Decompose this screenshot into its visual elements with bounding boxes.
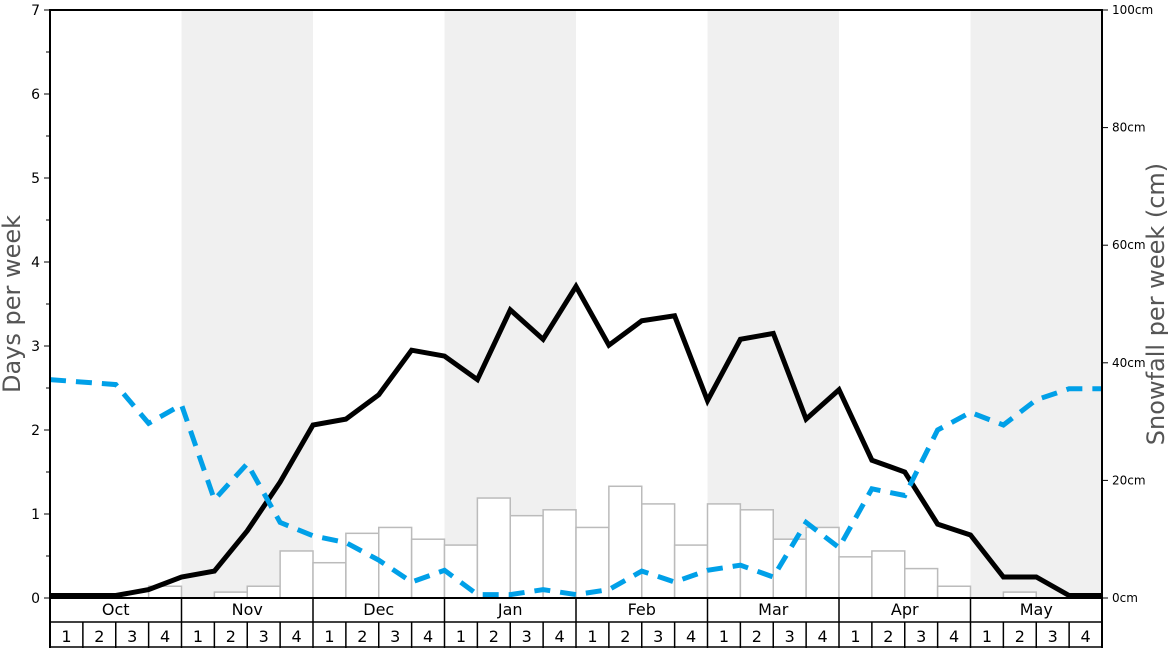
week-label: 4 (423, 627, 433, 646)
week-label: 1 (193, 627, 203, 646)
snowfall-bar (608, 485, 643, 599)
week-label: 3 (127, 627, 137, 646)
y2-tick-label: 0cm (1112, 591, 1138, 605)
y-tick-label: 0 (31, 591, 40, 607)
snowfall-bar (739, 509, 774, 599)
y-tick-label: 2 (31, 423, 40, 439)
y2-tick-label: 40cm (1112, 356, 1146, 370)
month-label: Jan (497, 600, 523, 619)
month-shade-mar (707, 10, 839, 598)
week-label: 1 (324, 627, 334, 646)
week-label: 2 (357, 627, 367, 646)
week-label: 2 (883, 627, 893, 646)
snowfall-bar (673, 544, 709, 599)
week-label: 1 (982, 627, 992, 646)
snowfall-bar (575, 526, 610, 599)
week-label: 4 (160, 627, 170, 646)
week-label: 1 (719, 627, 729, 646)
week-label: 4 (686, 627, 696, 646)
snowfall-bar (706, 503, 742, 599)
snowfall-bar (279, 550, 314, 599)
snowfall-bar (805, 526, 840, 599)
week-label: 4 (291, 627, 301, 646)
snowfall-bar (246, 585, 281, 599)
snowfall-bar (641, 503, 676, 599)
week-label: 4 (554, 627, 564, 646)
snowfall-bar (904, 567, 939, 599)
month-label: May (1020, 600, 1053, 619)
y-tick-label: 7 (31, 3, 40, 19)
snowfall-bar (312, 561, 347, 599)
snowfall-bar (871, 550, 906, 599)
week-label: 2 (226, 627, 236, 646)
snowfall-bar (936, 585, 972, 599)
week-label: 2 (1015, 627, 1025, 646)
snowfall-bar (542, 509, 577, 599)
solid-series-line (50, 281, 1102, 598)
month-label: Feb (628, 600, 656, 619)
week-label: 4 (817, 627, 827, 646)
y2-tick-label: 60cm (1112, 238, 1146, 252)
dashed-series-line (49, 377, 1102, 598)
y2-tick-label: 20cm (1112, 473, 1146, 487)
snowfall-bar (509, 514, 544, 599)
month-label: Oct (102, 600, 130, 619)
y2-axis-label: Snowfall per week (cm) (1142, 163, 1168, 445)
month-shade-may (970, 10, 1102, 598)
month-shade-nov (181, 10, 313, 598)
week-label: 3 (785, 627, 795, 646)
week-label: 3 (522, 627, 532, 646)
week-label: 3 (916, 627, 926, 646)
week-label: 2 (752, 627, 762, 646)
y-axis-label: Days per week (0, 215, 26, 393)
y2-tick-label: 80cm (1112, 121, 1146, 135)
month-label: Dec (363, 600, 394, 619)
week-label: 2 (620, 627, 630, 646)
week-label: 2 (94, 627, 104, 646)
week-label: 4 (949, 627, 959, 646)
week-label: 4 (1080, 627, 1090, 646)
month-label: Apr (891, 600, 919, 619)
month-label: Mar (758, 600, 789, 619)
y-tick-label: 5 (31, 171, 40, 187)
y-tick-label: 6 (31, 87, 40, 103)
y-tick-label: 4 (31, 255, 40, 271)
week-label: 3 (259, 627, 269, 646)
snowfall-bar (476, 497, 511, 599)
week-label: 3 (390, 627, 400, 646)
week-label: 2 (489, 627, 499, 646)
week-label: 3 (1048, 627, 1058, 646)
snowfall-bar (378, 526, 413, 599)
week-label: 3 (653, 627, 663, 646)
week-label: 1 (587, 627, 597, 646)
snowfall-bar (838, 556, 873, 599)
snowfall-bar (410, 538, 446, 599)
y-tick-label: 1 (31, 507, 40, 523)
week-label: 1 (850, 627, 860, 646)
y-tick-label: 3 (31, 339, 40, 355)
week-label: 1 (456, 627, 466, 646)
y2-tick-label: 100cm (1112, 3, 1153, 17)
month-label: Nov (232, 600, 263, 619)
week-label: 1 (61, 627, 71, 646)
